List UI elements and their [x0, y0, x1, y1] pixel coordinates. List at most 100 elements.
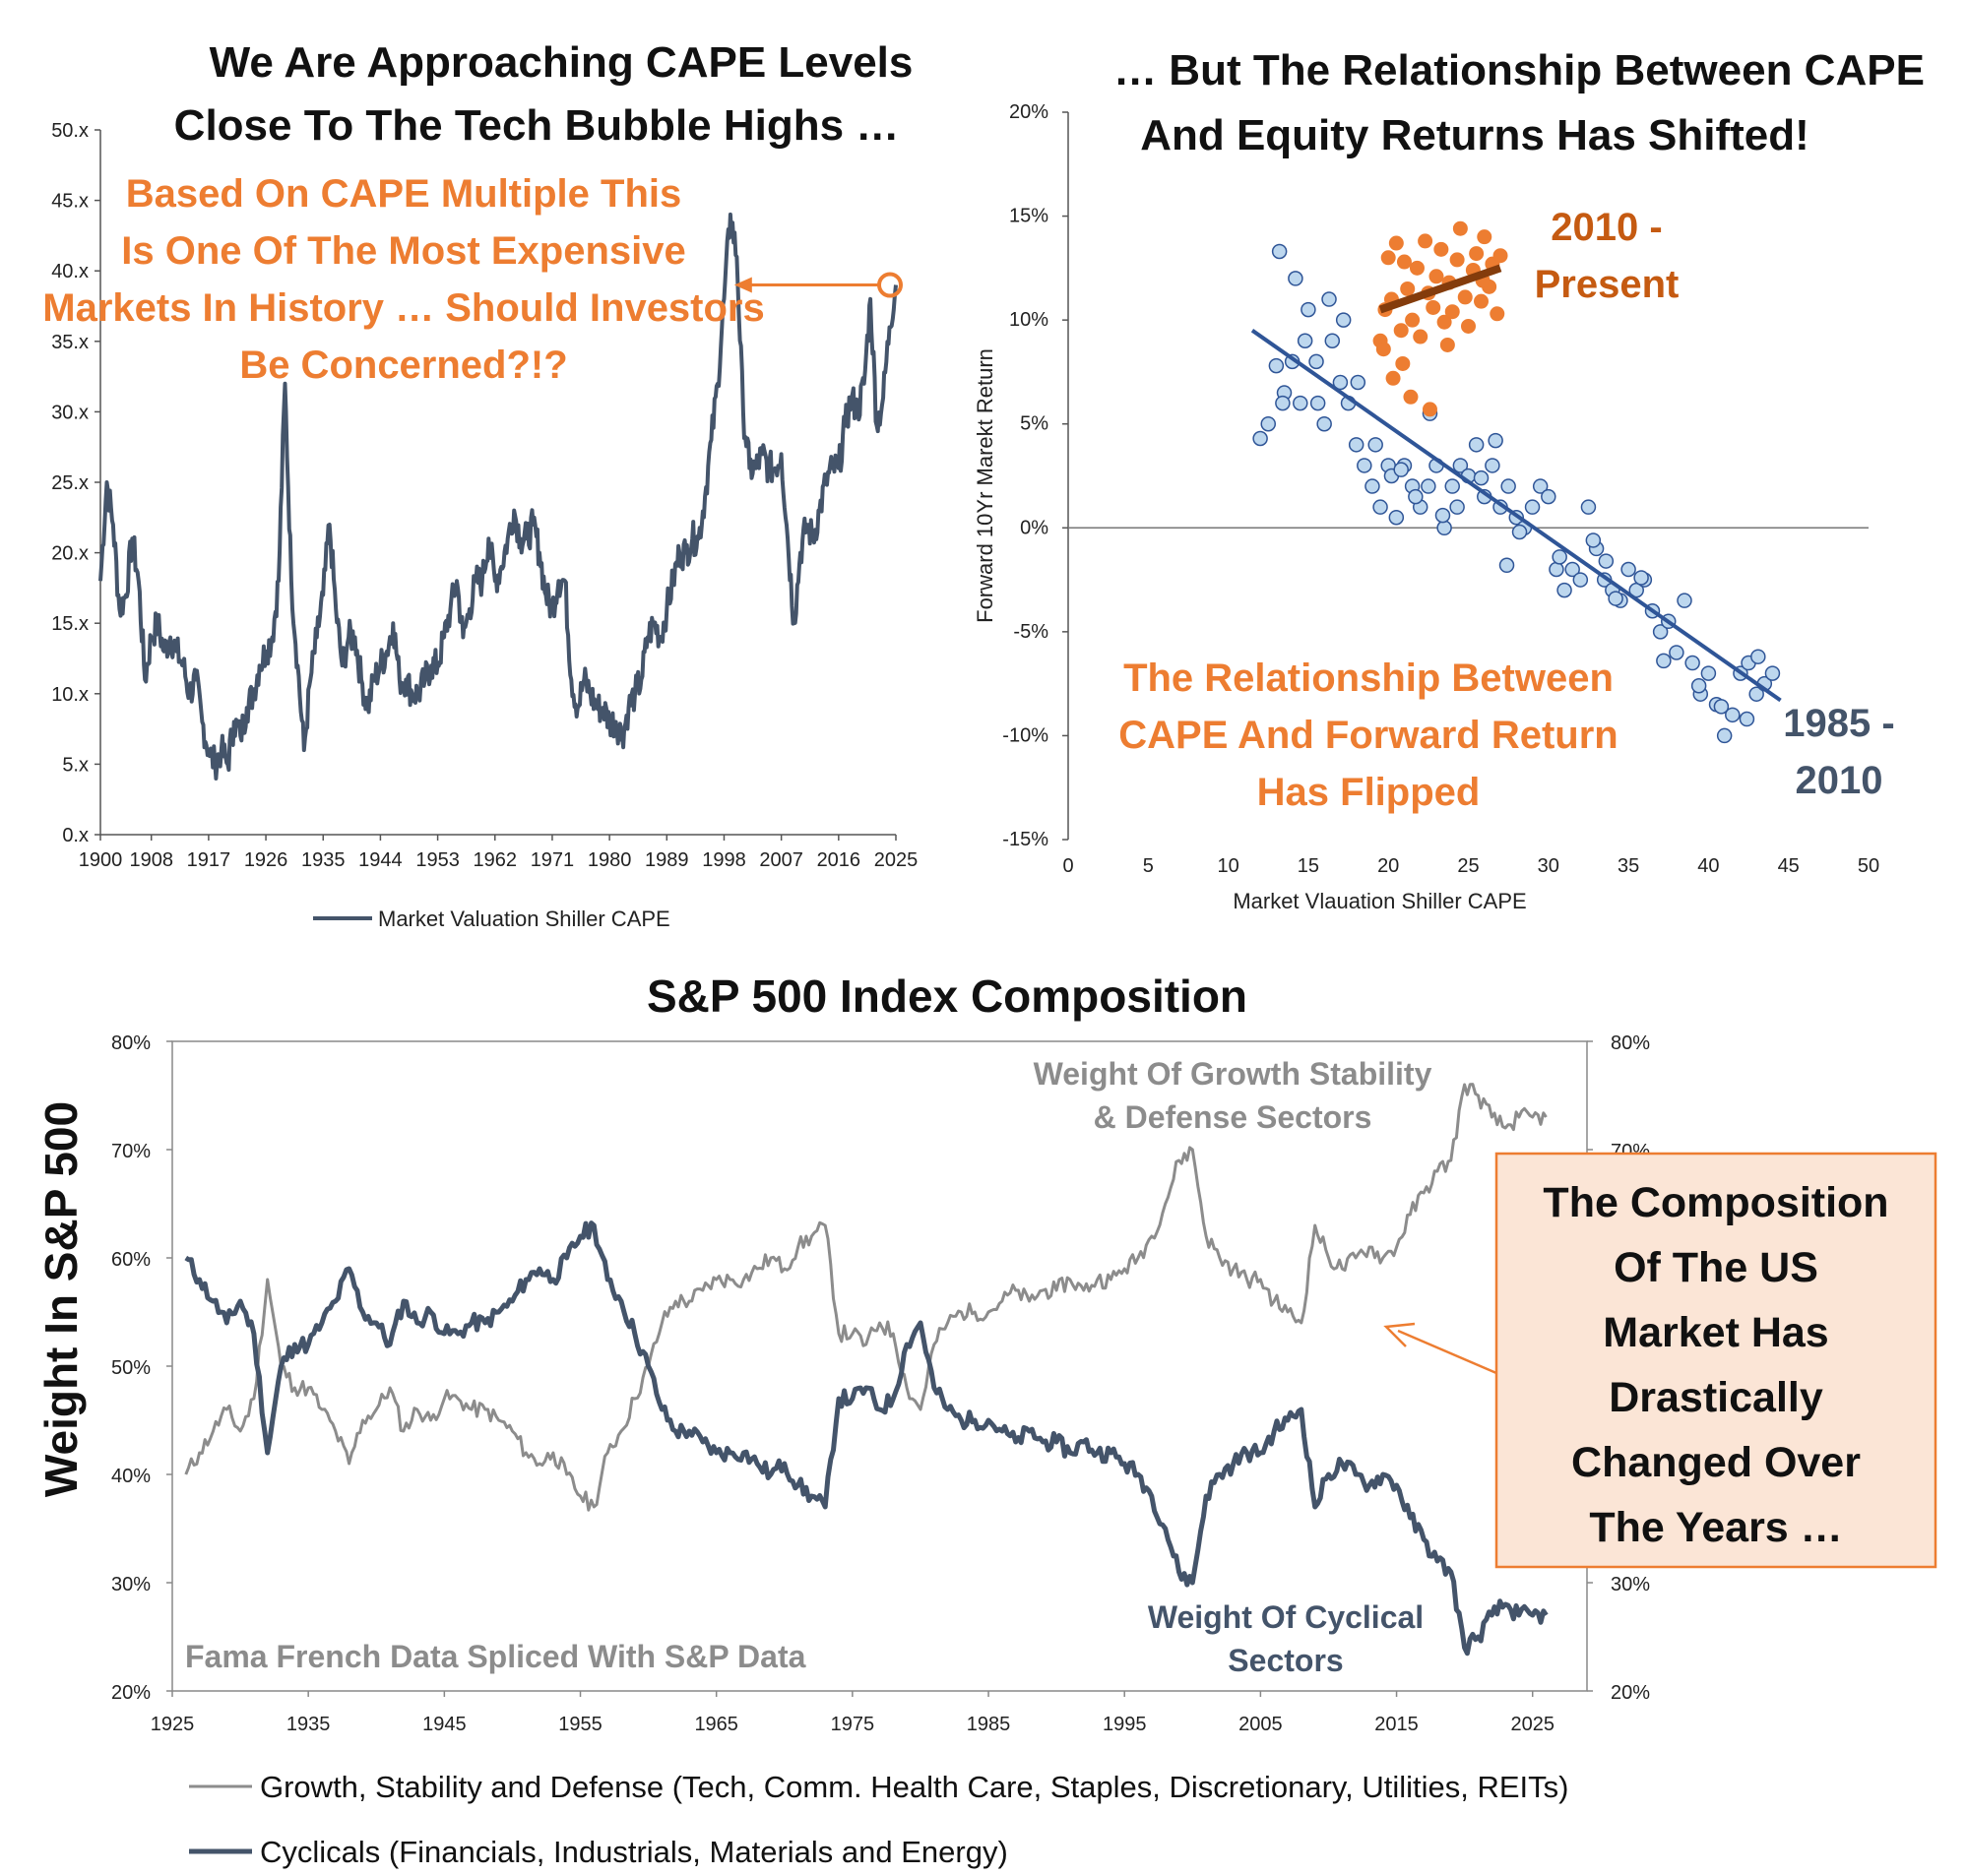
scatter-point-2010-present	[1385, 370, 1401, 386]
scatter-point-1985-2010	[1316, 415, 1332, 432]
chart1-annotation-line: Be Concerned?!?	[239, 344, 567, 387]
chart1-y-tick-label: 20.x	[51, 543, 89, 565]
scatter-point-1985-2010	[1669, 645, 1684, 660]
scatter-point-1985-2010	[1293, 395, 1308, 411]
scatter-point-1985-2010	[1598, 553, 1615, 569]
chart1-annotation-line: Markets In History … Should Investors	[42, 286, 765, 330]
scatter-point-1985-2010	[1372, 499, 1388, 515]
scatter-point-1985-2010	[1288, 271, 1303, 286]
chart3-ylabel: Weight In S&P 500	[35, 1101, 87, 1497]
label-line: 2010 -	[1551, 206, 1662, 249]
scatter-point-2010-present	[1396, 254, 1412, 270]
scatter-point-2010-present	[1469, 246, 1485, 262]
chart1-x-tick-label: 1998	[702, 849, 746, 871]
scatter-point-2010-present	[1422, 402, 1437, 417]
chart1-annotation: Based On CAPE Multiple This Is One Of The…	[42, 172, 765, 387]
scatter-point-1985-2010	[1716, 727, 1733, 744]
chart3-y-tick-label-left: 60%	[111, 1249, 151, 1271]
scatter-point-2010-present	[1405, 312, 1421, 328]
scatter-point-1985-2010	[1308, 353, 1324, 370]
callout-line: Of The US	[1614, 1244, 1818, 1291]
chart3-y-tick-label-right: 30%	[1611, 1574, 1650, 1595]
chart2-x-tick-label: 40	[1697, 855, 1719, 877]
scatter-point-2010-present	[1439, 337, 1455, 352]
chart1-title-line2: Close To The Tech Bubble Highs …	[174, 101, 900, 150]
chart3-y-tick-label-right: 20%	[1611, 1682, 1650, 1704]
scatter-point-1985-2010	[1690, 678, 1707, 694]
chart3-x-tick-label: 2005	[1238, 1714, 1283, 1735]
chart2-y-tick-label: 0%	[1020, 517, 1048, 538]
chart2-y-axis-title: Forward 10Yr Marekt Return	[973, 348, 997, 623]
scatter-point-2010-present	[1388, 235, 1404, 251]
scatter-point-2010-present	[1449, 252, 1465, 268]
scatter-point-1985-2010	[1324, 333, 1341, 349]
label-line: The Relationship Between	[1123, 657, 1614, 700]
legend-label-cyclical: Cyclicals (Financials, Industrials, Mate…	[260, 1835, 1008, 1869]
label-cyclical-line2: Sectors	[1228, 1643, 1343, 1678]
callout-line: The Years …	[1589, 1504, 1842, 1551]
scatter-point-2010-present	[1426, 299, 1441, 315]
scatter-point-1985-2010	[1620, 561, 1636, 578]
chart1-y-tick-label: 5.x	[62, 754, 89, 776]
scatter-point-2010-present	[1393, 323, 1409, 339]
chart1-y-tick-label: 15.x	[51, 613, 89, 635]
scatter-point-1985-2010	[1452, 458, 1469, 473]
chart1-y-tick-label: 25.x	[51, 472, 89, 494]
chart2-x-tick-label: 50	[1858, 855, 1879, 877]
scatter-point-1985-2010	[1473, 469, 1490, 486]
label-cyclical-line1: Weight Of Cyclical	[1148, 1599, 1424, 1635]
scatter-point-1985-2010	[1393, 462, 1409, 477]
scatter-point-1985-2010	[1252, 430, 1268, 447]
scatter-point-2010-present	[1492, 248, 1508, 264]
scatter-point-1985-2010	[1421, 478, 1436, 494]
scatter-point-1985-2010	[1301, 301, 1316, 318]
callout-box	[1494, 1152, 1937, 1569]
scatter-point-1985-2010	[1488, 432, 1503, 449]
chart3-x-tick-label: 2015	[1374, 1714, 1419, 1735]
chart3-x-tick-label: 1945	[422, 1714, 467, 1735]
chart3-y-tick-label-left: 40%	[111, 1466, 151, 1487]
scatter-point-2010-present	[1413, 329, 1428, 344]
callout-arrow	[1397, 1329, 1497, 1375]
chart3-y-tick-label-left: 30%	[111, 1574, 151, 1595]
scatter-point-1985-2010	[1677, 593, 1692, 608]
scatter-point-2010-present	[1436, 314, 1452, 330]
scatter-point-1985-2010	[1541, 488, 1556, 505]
chart1-x-tick-label: 2025	[874, 849, 919, 871]
chart2-y-tick-label: 15%	[1009, 206, 1048, 227]
chart2-y-tick-label: 5%	[1020, 413, 1048, 435]
label-line: CAPE And Forward Return	[1118, 714, 1618, 757]
chart1-y-tick-label: 30.x	[51, 402, 89, 423]
scatter-point-2010-present	[1490, 306, 1505, 322]
chart1-x-tick-label: 2016	[817, 849, 861, 871]
chart1-annotation-line: Based On CAPE Multiple This	[126, 172, 682, 216]
label-line: 1985 -	[1783, 702, 1894, 745]
chart1-x-tick-label: 1935	[301, 849, 346, 871]
chart2-x-tick-label: 5	[1143, 855, 1154, 877]
scatter-point-1985-2010	[1367, 437, 1383, 453]
chart2-x-axis-title: Market Vlauation Shiller CAPE	[1233, 889, 1526, 913]
scatter-point-1985-2010	[1297, 333, 1313, 349]
scatter-point-1985-2010	[1700, 665, 1717, 681]
scatter-point-2010-present	[1452, 220, 1468, 236]
label-1985-2010: 1985 - 2010	[1783, 702, 1894, 802]
chart3-x-tick-label: 1995	[1103, 1714, 1147, 1735]
chart1-y-tick-label: 45.x	[51, 191, 89, 213]
chart1-x-tick-label: 1953	[415, 849, 460, 871]
scatter-point-1985-2010	[1764, 665, 1781, 681]
chart1-x-tick-label: 1917	[187, 849, 231, 871]
chart2-x-tick-label: 25	[1457, 855, 1479, 877]
scatter-point-1985-2010	[1436, 520, 1452, 536]
chart3-y-tick-label-left: 70%	[111, 1141, 151, 1162]
chart1-y-tick-label: 50.x	[51, 120, 89, 142]
chart1-y-tick-label: 10.x	[51, 684, 89, 706]
scatter-point-1985-2010	[1357, 458, 1372, 473]
chart1-title-line1: We Are Approaching CAPE Levels	[210, 38, 914, 87]
scatter-point-1985-2010	[1348, 437, 1364, 453]
scatter-point-1985-2010	[1524, 499, 1541, 515]
chart1-axes: 0.x 5.x 10.x 15.x 20.x 25.x 30.x 35.x 40.x 45.x 50…	[51, 120, 918, 871]
sp500-composition-chart: S&P 500 Index Composition Weight In S&P …	[35, 970, 1937, 1869]
chart1-x-tick-label: 1989	[645, 849, 689, 871]
growth-series-line	[184, 1083, 1548, 1512]
chart2-x-tick-label: 30	[1538, 855, 1559, 877]
